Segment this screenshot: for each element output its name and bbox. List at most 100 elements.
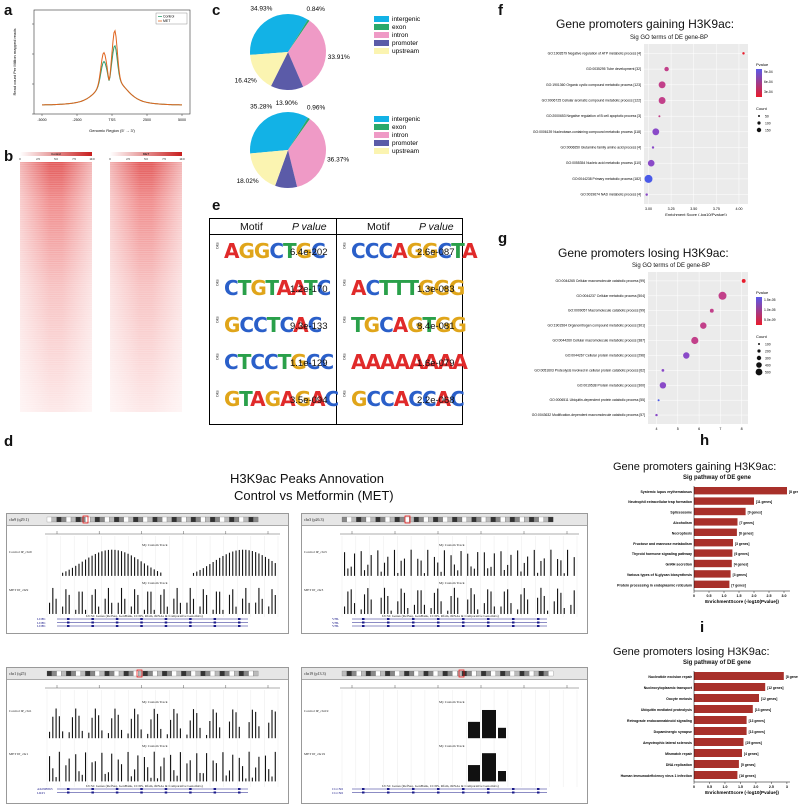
custom-track-label: My Custom Track [439, 700, 465, 704]
colorbar-tick: 2.5 [126, 157, 130, 161]
bits-label: bits [341, 279, 347, 286]
go-dot [658, 97, 666, 104]
gene-count-label: [13 genes] [749, 719, 765, 723]
gene-count-label: [8 genes] [789, 490, 798, 494]
profile-plot: Read count Per Million mapped reads Geno… [12, 9, 191, 133]
pie2-slice-intergenic [250, 112, 308, 154]
count-legend-tick: 150 [765, 128, 771, 132]
legend-label: promoter [392, 140, 419, 147]
motif-row: bits AGGCTGC 6.4e-202 [210, 237, 335, 275]
go-term-label: GO:0044265 Cellular macromolecule catabo… [555, 279, 645, 283]
motif-pvalue: 8.4e-081 [417, 321, 455, 332]
met-track-label: MET IP_chr9 [9, 588, 29, 592]
pathway-bar [694, 507, 746, 516]
pathway-bar [694, 694, 759, 702]
panel-label-a: a [4, 2, 13, 19]
go-dot [700, 322, 707, 329]
chromosome-label: chr19 (p13.3) [304, 671, 326, 676]
bits-label: bits [341, 242, 347, 249]
pathway-bar [694, 749, 742, 757]
legend-swatch [374, 48, 389, 54]
motif-logo: AAAAAAAA [351, 350, 468, 374]
control-track-label: Control IP_chr3 [304, 550, 327, 554]
gene-count-label: [9 genes] [748, 511, 762, 515]
motif-logo: GTAGAGAC [224, 387, 339, 411]
custom-track-label: My Custom Track [439, 581, 465, 585]
legend-label: promoter [392, 40, 419, 47]
motif-pvalue: 2.6e-087 [417, 247, 455, 258]
pie-percent-label: 0.96% [307, 105, 326, 112]
colorbar-tick: 0 [109, 157, 111, 161]
go-term-label: GO:0044238 Primary metabolic process [18… [572, 177, 641, 181]
motif-logo: GCCTCAC [224, 313, 322, 337]
motif-row: bits CTCCTGCC 1.1e-129 [210, 348, 335, 386]
pathway-label: Nucleotide excision repair [648, 675, 692, 679]
colorbar-tick: 7.5 [162, 157, 166, 161]
panel-label-f: f [498, 2, 503, 19]
gene-label: CLCN6 [332, 787, 344, 791]
chromosome-label: chr1 (q25) [9, 671, 26, 676]
pathway-bar [694, 580, 730, 588]
pathway-label: Systemic lupus erythematosus [640, 490, 692, 494]
go-loss-subtitle: Sig GO terms of DE gene-BP [632, 263, 711, 269]
pie2-slice-exon [288, 117, 310, 150]
x-tick: 2.5 [769, 785, 774, 789]
x-tick: 8 [741, 427, 743, 431]
motif-pvalue: 1.3e-083 [417, 284, 455, 295]
pathway-label: Protein processing in endoplasmic reticu… [617, 583, 692, 587]
bits-label: bits [214, 242, 220, 249]
go-term-label: GO:0051603 Proteolysis involved in cellu… [534, 368, 645, 372]
gene-count-label: [7 genes] [731, 583, 745, 587]
go-gain-title: Gene promoters gaining H3K9ac: [556, 17, 735, 31]
motif-column-right: Motif P value bits CCCAGGCTA 2.6e-087 bits A… [337, 219, 478, 424]
custom-track-label: My Custom Track [439, 744, 465, 748]
series-met-line [42, 29, 182, 106]
pathway-label: GnRH secretion [666, 563, 692, 567]
profile-ylabel: Read count Per Million mapped reads [12, 29, 17, 96]
go-dot [691, 336, 699, 345]
go-dot [658, 81, 666, 89]
gene-count-label: [25 genes] [746, 741, 762, 745]
bits-label: bits [341, 390, 347, 397]
count-legend-tick: 200 [765, 349, 771, 353]
pathway-label: Fructose and mannose metabolism [633, 542, 692, 546]
go-dot [647, 159, 655, 167]
profile-xtick: TSS [109, 118, 117, 122]
pvalue-legend-tick: 9e-04 [764, 70, 773, 74]
panel-label-b: b [4, 148, 14, 165]
x-tick: 3 [786, 785, 788, 789]
pathway-label: Necroptosis [672, 531, 692, 535]
custom-track-label: My Custom Track [142, 744, 168, 748]
pie2-slice-promoter [275, 150, 298, 188]
motif-pvalue: 9.3e-133 [290, 321, 328, 332]
tracks-title: H3K9ac Peaks Annovation [230, 471, 384, 486]
path-gain-subtitle: Sig pathway of DE gene [683, 475, 752, 481]
go-dot [709, 308, 714, 313]
go-dot [658, 115, 661, 118]
go-term-label: GO:2000653 Negative regulation of B cell… [546, 114, 641, 118]
legend-label: intergenic [392, 116, 421, 123]
motif-row: bits TGCAGTGG 8.4e-081 [337, 311, 467, 349]
gene-count-label: [12 genes] [761, 697, 777, 701]
legend-swatch [374, 132, 389, 138]
gene-count-label: [13 genes] [755, 708, 771, 712]
go-term-label: GO:1901564 Organonitrogen compound metab… [548, 324, 646, 328]
custom-track-label: My Custom Track [142, 543, 168, 547]
legend-swatch [374, 148, 389, 154]
genome-track-2: chr3 (p26.3) Control IP_chr3 MET IP_chr3 My… [301, 513, 588, 634]
pathway-label: Ubiquitin mediated proteolysis [641, 708, 692, 712]
custom-track-label: My Custom Track [142, 700, 168, 704]
legend-swatch [374, 124, 389, 130]
legend-label: intron [392, 32, 409, 39]
go-term-label: GO:0019674 NAD metabolic process [4] [581, 193, 642, 197]
motif-logo: GCCACCAC [351, 387, 465, 411]
count-legend-tick: 400 [765, 363, 771, 367]
go-dot [651, 146, 655, 149]
gene-count-label: [3 genes] [733, 573, 747, 577]
ucsc-genes-label: UCSC Genes (RefSeq, GenBank, CCDS, Rfam,… [382, 614, 499, 618]
go-term-label: GO:0006650 Glutamine family amino acid p… [561, 146, 642, 150]
motif-logo: CCCAGGCTA [351, 239, 478, 263]
profile-xlabel: Genomic Region (5' → 3') [89, 128, 135, 133]
motif-table: Motif P value bits AGGCTGC 6.4e-202 bits CTG… [209, 218, 478, 425]
x-axis-label: Enrichment Score (-log10(Pvalue)) [665, 212, 727, 216]
